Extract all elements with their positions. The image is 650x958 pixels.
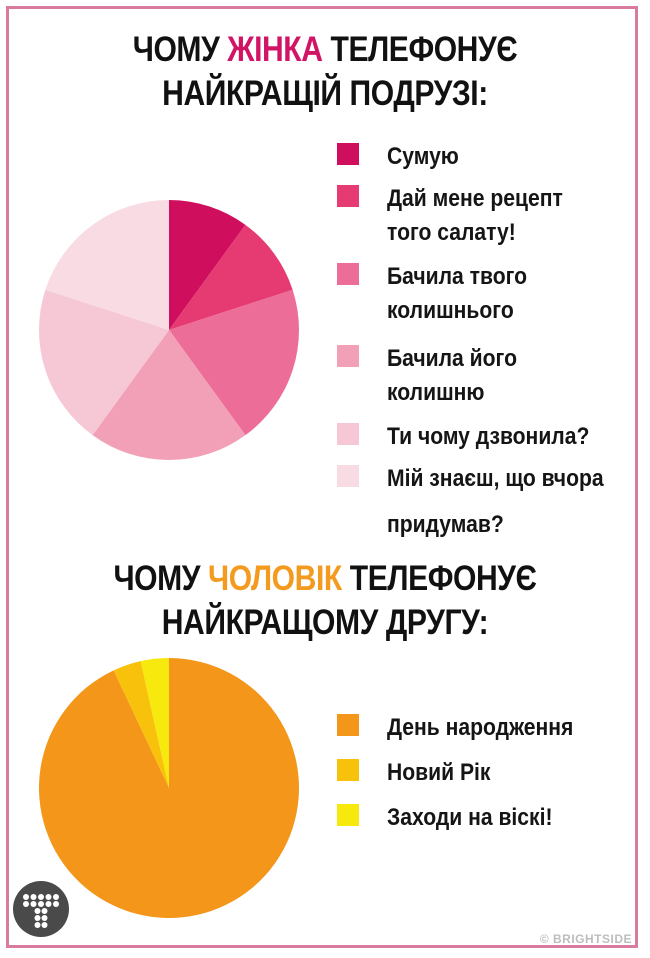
pie-slice (169, 289, 299, 436)
legend-label: Бачила його колишню (387, 345, 517, 406)
pie-slice (38, 658, 299, 919)
legend-swatch (337, 185, 359, 207)
legend-swatch (337, 804, 359, 826)
legend-swatch (337, 345, 359, 367)
pie-slice (38, 289, 169, 436)
brightside-t-logo-icon (13, 881, 69, 937)
chart-title-man: ЧОМУ ЧОЛОВІК ТЕЛЕФОНУЄ НАЙКРАЩОМУ ДРУГУ: (113, 559, 537, 642)
brightside-credit: © BRIGHTSIDE (539, 932, 632, 946)
legend-label: Бачила твого колишнього (387, 263, 528, 324)
pie-slice (92, 330, 246, 461)
legend-label: Дай мене рецепт того салату! (387, 185, 563, 246)
pie-slice (113, 661, 169, 788)
legend-label: Новий Рік (387, 759, 491, 786)
legend-label: Ти чому дзвонила? (387, 423, 590, 450)
legend-swatch (337, 143, 359, 165)
pie-slice (169, 224, 293, 330)
legend-label: Сумую (387, 143, 459, 170)
pie-slice (45, 200, 169, 330)
title-highlight-woman: ЖІНКА (227, 30, 323, 69)
legend-label: Мій знаєш, що вчора придумав? (387, 465, 604, 538)
legend-swatch (337, 423, 359, 445)
legend-label: Заходи на віскі! (387, 804, 553, 831)
title-highlight-man: ЧОЛОВІК (208, 559, 342, 598)
legend-swatch (337, 759, 359, 781)
legend-label: День народження (387, 714, 574, 741)
legend-swatch (337, 465, 359, 487)
poster-frame (6, 6, 638, 948)
legend-swatch (337, 263, 359, 285)
pie-slice (140, 658, 169, 788)
legend-swatch (337, 714, 359, 736)
chart-title-woman: ЧОМУ ЖІНКА ТЕЛЕФОНУЄ НАЙКРАЩІЙ ПОДРУЗІ: (132, 30, 518, 113)
pie-slice (169, 200, 246, 330)
